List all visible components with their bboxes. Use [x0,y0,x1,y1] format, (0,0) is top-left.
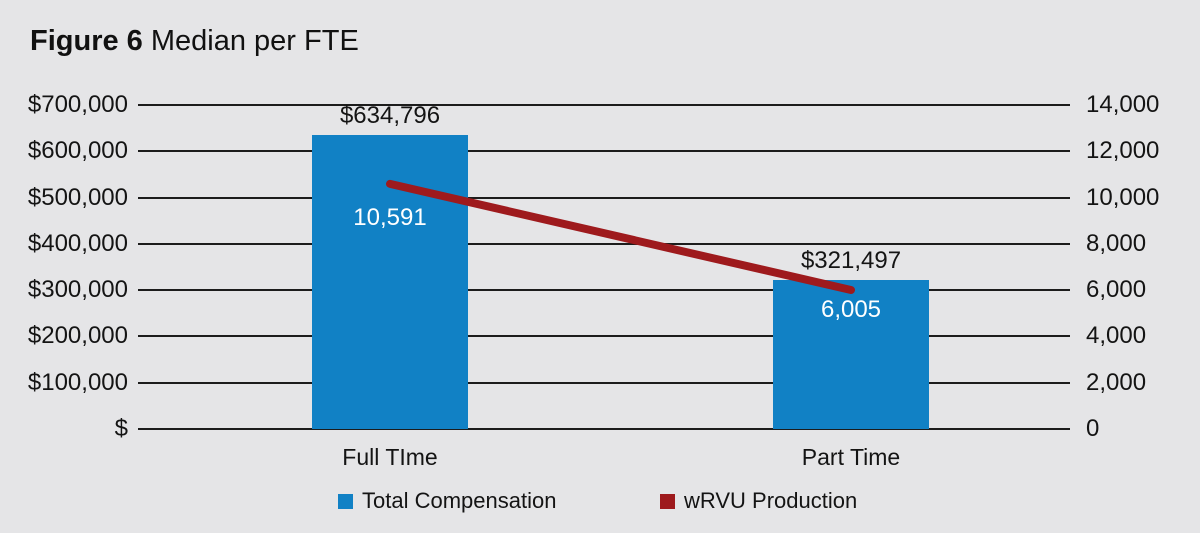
gridline [138,242,1070,245]
line-value-label: 10,591 [353,203,427,231]
right-axis-tick-label: 0 [1086,415,1100,442]
gridline [138,428,1070,430]
right-axis-tick-label: 2,000 [1086,368,1147,396]
line-value-label: 6,005 [820,296,882,324]
left-axis-tick-label: $600,000 [27,137,128,165]
legend-label: wRVU Production [684,488,858,513]
left-axis-tick-label: $500,000 [27,183,128,211]
right-axis-tick-label: 8,000 [1086,229,1147,257]
total-compensation-bar [773,280,929,429]
gridline [138,196,1070,199]
legend-swatch [660,493,675,509]
gridline [138,335,1070,338]
chart-title: Figure 6 Median per FTE [30,25,359,58]
legend-swatch [338,493,353,509]
gridline [138,150,1070,153]
legend-item-total-compensation: Total Compensation [338,488,556,514]
gridline [138,381,1070,384]
legend-label: Total Compensation [362,488,557,513]
right-axis-tick-label: 14,000 [1086,91,1160,118]
right-axis-tick-label: 10,000 [1086,183,1160,211]
gridline [138,289,1070,292]
right-axis-tick-label: 6,000 [1086,276,1147,304]
category-label: Full TIme [342,444,438,470]
chart-legend: Total Compensation wRVU Production [0,488,1200,514]
left-axis-tick-label: $400,000 [27,229,128,257]
right-axis-tick-label: 12,000 [1086,137,1160,165]
total-compensation-bar [312,135,468,429]
category-label: Part Time [801,444,901,470]
chart-title-text: Median per FTE [142,25,359,57]
left-axis-tick-label: $300,000 [27,276,128,304]
left-axis-tick-label: $700,000 [27,91,128,118]
bar-value-label: $634,796 [339,102,441,130]
left-axis-tick-label: $100,000 [27,368,128,396]
gridline [138,104,1070,106]
left-axis-tick-label: $ [114,415,128,442]
bar-value-label: $321,497 [800,247,902,275]
left-axis-tick-label: $200,000 [27,322,128,350]
legend-item-wrvu-production: wRVU Production [660,488,857,514]
right-axis-tick-label: 4,000 [1086,322,1147,350]
chart-title-figure-number: Figure 6 [30,25,143,57]
